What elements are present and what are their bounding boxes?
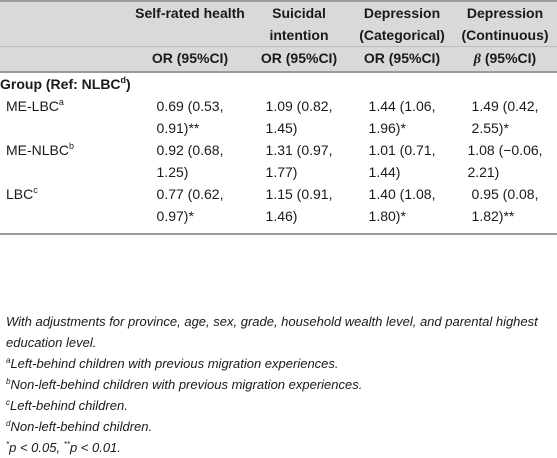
- cell-line-2: 1.45): [265, 120, 298, 136]
- table-row: ME-NLBCb 0.92 (0.68, 1.25) 1.31 (0.97, 1.7…: [0, 139, 557, 183]
- footnote-a: aLeft-behind children with previous migr…: [6, 353, 554, 374]
- footnote-p-text-2: p < 0.01.: [69, 440, 121, 455]
- cell-line-1: 1.49 (0.42,: [471, 98, 539, 114]
- cell-self-rated-health: 0.69 (0.53, 0.91)**: [133, 95, 247, 139]
- cell-line-1: 0.95 (0.08,: [471, 186, 539, 202]
- cell-line-2: 1.77): [265, 164, 298, 180]
- row-label-text: LBC: [6, 186, 34, 202]
- row-label-text: ME-LBC: [6, 98, 59, 114]
- row-label-sup: c: [33, 185, 38, 195]
- footnote-c-text: Left-behind children.: [10, 398, 128, 413]
- footnote-b: bNon-left-behind children with previous …: [6, 374, 554, 395]
- subheader-beta-ci: β (95%CI): [453, 46, 557, 73]
- cell-line-2: 1.25): [156, 164, 189, 180]
- beta-symbol: β: [473, 52, 481, 67]
- cell-line-1: 1.09 (0.82,: [265, 98, 333, 114]
- cell-suicidal-intention: 1.09 (0.82, 1.45): [247, 95, 351, 139]
- footnote-c-marker: c: [6, 398, 10, 407]
- cell-line-1: 1.01 (0.71,: [368, 142, 436, 158]
- subheader-empty-cell: [0, 46, 133, 73]
- odds-ratio-table: Self-rated health Suicidal intention Dep…: [0, 0, 557, 235]
- footnote-d-marker: d: [6, 419, 11, 428]
- cell-line-2: 0.91)**: [156, 120, 200, 136]
- row-label-text: ME-NLBC: [6, 142, 70, 158]
- cell-line-1: 1.08 (−0.06,: [467, 142, 543, 158]
- beta-ci-label: (95%CI): [480, 50, 537, 66]
- cell-line-2: 0.97)*: [156, 208, 194, 224]
- group-label-close: ): [126, 76, 131, 92]
- footnote-b-text: Non-left-behind children with previous m…: [10, 377, 363, 392]
- cell-line-1: 1.44 (1.06,: [368, 98, 436, 114]
- row-label-sup: b: [69, 141, 75, 151]
- cell-depression-continuous: 1.08 (−0.06, 2.21): [453, 139, 557, 183]
- cell-suicidal-intention: 1.31 (0.97, 1.77): [247, 139, 351, 183]
- subheader-or-ci-1: OR (95%CI): [133, 46, 247, 73]
- footnote-d: dNon-left-behind children.: [6, 416, 554, 437]
- cell-suicidal-intention: 1.15 (0.91, 1.46): [247, 183, 351, 235]
- group-label-text: Group (Ref: NLBC: [0, 76, 121, 92]
- cell-line-1: 1.40 (1.08,: [368, 186, 436, 202]
- cell-depression-continuous: 0.95 (0.08, 1.82)**: [453, 183, 557, 235]
- row-label: ME-NLBCb: [0, 139, 133, 183]
- table-row: ME-LBCa 0.69 (0.53, 0.91)** 1.09 (0.82, 1.…: [0, 95, 557, 139]
- cell-line-1: 0.69 (0.53,: [156, 98, 224, 114]
- footnote-significance: *p < 0.05, **p < 0.01.: [6, 437, 554, 458]
- footnote-p-text-1: p < 0.05,: [9, 440, 64, 455]
- header-suicidal-intention: Suicidal intention: [247, 0, 351, 47]
- cell-line-1: 0.92 (0.68,: [156, 142, 224, 158]
- row-label: LBCc: [0, 183, 133, 235]
- cell-line-2: 2.21): [467, 164, 500, 180]
- group-label: Group (Ref: NLBCd): [0, 72, 557, 95]
- cell-line-2: 2.55)*: [471, 120, 509, 136]
- cell-line-2: 1.96)*: [368, 120, 406, 136]
- subheader-or-ci-2: OR (95%CI): [247, 46, 351, 73]
- footnote-a-text: Left-behind children with previous migra…: [10, 356, 339, 371]
- row-label: ME-LBCa: [0, 95, 133, 139]
- cell-self-rated-health: 0.92 (0.68, 1.25): [133, 139, 247, 183]
- cell-depression-continuous: 1.49 (0.42, 2.55)*: [453, 95, 557, 139]
- cell-depression-categorical: 1.40 (1.08, 1.80)*: [351, 183, 453, 235]
- row-label-sup: a: [58, 97, 64, 107]
- cell-self-rated-health: 0.77 (0.62, 0.97)*: [133, 183, 247, 235]
- table-row: LBCc 0.77 (0.62, 0.97)* 1.15 (0.91, 1.46) …: [0, 183, 557, 235]
- footnote-d-text: Non-left-behind children.: [10, 419, 153, 434]
- header-empty-cell: [0, 0, 133, 47]
- cell-depression-categorical: 1.44 (1.06, 1.96)*: [351, 95, 453, 139]
- cell-line-2: 1.82)**: [471, 208, 515, 224]
- cell-line-2: 1.80)*: [368, 208, 406, 224]
- cell-line-1: 0.77 (0.62,: [156, 186, 224, 202]
- footnote-c: cLeft-behind children.: [6, 395, 554, 416]
- footnote-adjustments: With adjustments for province, age, sex,…: [6, 314, 538, 350]
- subheader-row: OR (95%CI) OR (95%CI) OR (95%CI) β (95%C…: [0, 46, 557, 73]
- header-depression-categorical: Depression (Categorical): [351, 0, 453, 47]
- cell-line-2: 1.44): [368, 164, 401, 180]
- header-self-rated-health: Self-rated health: [133, 0, 247, 47]
- cell-line-1: 1.31 (0.97,: [265, 142, 333, 158]
- cell-line-2: 1.46): [265, 208, 298, 224]
- subheader-or-ci-3: OR (95%CI): [351, 46, 453, 73]
- group-label-sup: d: [120, 75, 127, 85]
- footnote-b-marker: b: [6, 377, 11, 386]
- cell-depression-categorical: 1.01 (0.71, 1.44): [351, 139, 453, 183]
- group-row: Group (Ref: NLBCd): [0, 72, 557, 95]
- header-row: Self-rated health Suicidal intention Dep…: [0, 0, 557, 47]
- footnote-a-marker: a: [6, 356, 11, 365]
- header-depression-continuous: Depression (Continuous): [453, 0, 557, 47]
- cell-line-1: 1.15 (0.91,: [265, 186, 333, 202]
